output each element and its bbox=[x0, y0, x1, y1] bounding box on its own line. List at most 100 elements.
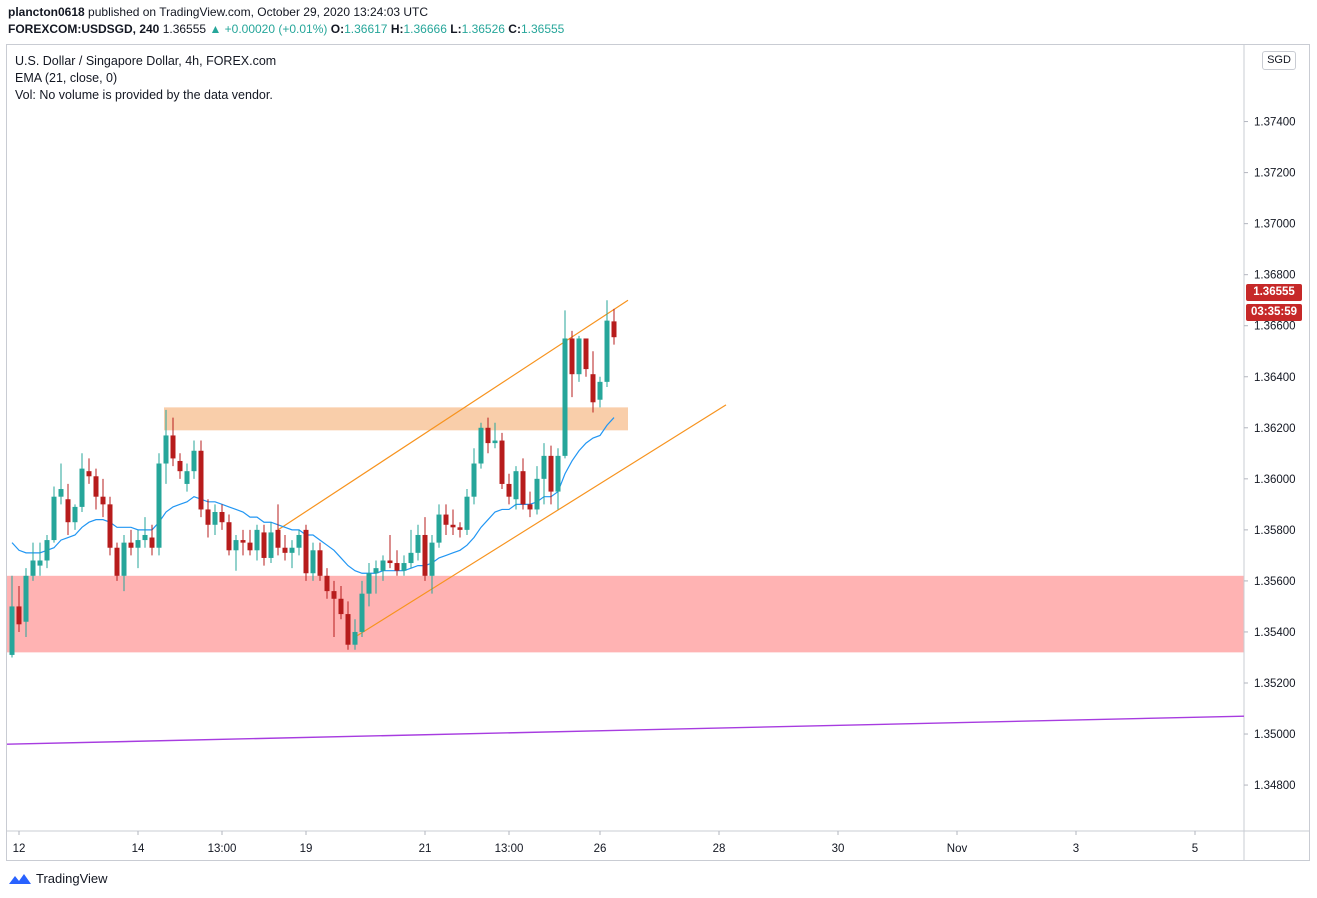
candle-body bbox=[527, 504, 533, 510]
candle-body bbox=[177, 460, 183, 472]
candle-body bbox=[310, 550, 316, 574]
time-axis-label: 21 bbox=[419, 843, 432, 855]
last-price: 1.36555 bbox=[162, 22, 207, 36]
price-axis-label: 1.34800 bbox=[1254, 780, 1296, 792]
candle-body bbox=[51, 496, 57, 541]
legend-ema[interactable]: EMA (21, close, 0) bbox=[15, 71, 118, 85]
candle-body bbox=[254, 529, 260, 551]
high-value: 1.36666 bbox=[403, 22, 447, 36]
chart-legend: U.S. Dollar / Singapore Dollar, 4h, FORE… bbox=[15, 53, 276, 104]
currency-button[interactable]: SGD bbox=[1262, 51, 1296, 70]
resistance-zone bbox=[164, 407, 628, 431]
candle-body bbox=[604, 320, 610, 382]
candle-body bbox=[394, 563, 400, 571]
candle-body bbox=[562, 338, 568, 456]
tradingview-icon bbox=[9, 873, 31, 884]
candle-body bbox=[247, 542, 253, 551]
candle-body bbox=[436, 514, 442, 543]
candle-body bbox=[198, 450, 204, 510]
time-axis-label: 3 bbox=[1073, 843, 1079, 855]
legend-volume[interactable]: Vol: No volume is provided by the data v… bbox=[15, 88, 273, 102]
candle-body bbox=[380, 560, 386, 571]
candle-body bbox=[366, 573, 372, 594]
candle-body bbox=[541, 455, 547, 479]
candle-body bbox=[16, 606, 22, 625]
candle-body bbox=[478, 427, 484, 464]
candle-body bbox=[422, 534, 428, 576]
candle-body bbox=[401, 563, 407, 571]
close-label: C: bbox=[508, 22, 521, 36]
time-axis-label: 30 bbox=[832, 843, 845, 855]
channel-upper-line bbox=[277, 299, 629, 531]
candle-body bbox=[128, 542, 134, 548]
candle-body bbox=[156, 463, 162, 548]
price-axis-label: 1.36400 bbox=[1254, 372, 1296, 384]
time-axis-label: 13:00 bbox=[208, 843, 237, 855]
candle-body bbox=[429, 542, 435, 576]
candle-body bbox=[107, 504, 113, 548]
price-axis-label: 1.35200 bbox=[1254, 678, 1296, 690]
candle-body bbox=[79, 468, 85, 507]
price-axis-label: 1.36600 bbox=[1254, 321, 1296, 333]
high-label: H: bbox=[390, 22, 404, 36]
candle-body bbox=[30, 560, 36, 576]
time-axis-label: 28 bbox=[713, 843, 726, 855]
candle-body bbox=[450, 524, 456, 528]
candle-body bbox=[282, 547, 288, 553]
price-axis-label: 1.36000 bbox=[1254, 474, 1296, 486]
tradingview-logo[interactable]: TradingView bbox=[8, 871, 108, 886]
legend-title[interactable]: U.S. Dollar / Singapore Dollar, 4h, FORE… bbox=[15, 54, 277, 68]
ohlc-header: FOREXCOM:USDSGD, 240 1.36555 ▲ +0.00020 … bbox=[8, 22, 564, 36]
close-value: 1.36555 bbox=[520, 22, 565, 36]
candle-body bbox=[520, 471, 526, 505]
candle-body bbox=[506, 483, 512, 497]
candle-body bbox=[86, 471, 92, 477]
trend-line bbox=[6, 715, 1245, 745]
candle-body bbox=[590, 374, 596, 403]
brand-label: TradingView bbox=[36, 871, 108, 886]
candle-body bbox=[345, 614, 351, 645]
candle-body bbox=[471, 463, 477, 497]
candle-body bbox=[240, 540, 246, 543]
candle-body bbox=[408, 552, 414, 564]
price-axis-label: 1.35600 bbox=[1254, 576, 1296, 588]
candle-body bbox=[296, 534, 302, 548]
candle-body bbox=[121, 542, 127, 576]
candle-body bbox=[597, 381, 603, 400]
symbol-label: FOREXCOM:USDSGD, 240 bbox=[8, 22, 160, 36]
candle-body bbox=[23, 575, 29, 622]
channel-lower-line bbox=[354, 404, 727, 638]
candle-body bbox=[226, 522, 232, 551]
low-label: L: bbox=[450, 22, 462, 36]
publisher-name: plancton0618 bbox=[8, 5, 85, 19]
candle-body bbox=[324, 575, 330, 592]
open-label: O: bbox=[330, 22, 345, 36]
candle-body bbox=[212, 512, 218, 525]
candle-body bbox=[170, 435, 176, 459]
open-value: 1.36617 bbox=[344, 22, 388, 36]
price-axis-label: 1.36800 bbox=[1254, 270, 1296, 282]
candle-body bbox=[44, 540, 50, 561]
candle-body bbox=[331, 591, 337, 599]
candle-body bbox=[114, 547, 120, 576]
last-price-tag: 1.36555 bbox=[1246, 284, 1302, 301]
candle-body bbox=[576, 338, 582, 375]
candle-body bbox=[219, 512, 225, 523]
candle-body bbox=[373, 568, 379, 574]
time-axis-label: 19 bbox=[300, 843, 313, 855]
candle-body bbox=[135, 540, 141, 548]
change-value: ▲ +0.00020 (+0.01%) bbox=[209, 22, 328, 36]
countdown-tag: 03:35:59 bbox=[1246, 304, 1302, 321]
candle-body bbox=[163, 435, 169, 464]
candle-body bbox=[611, 321, 617, 338]
publish-header: plancton0618 published on TradingView.co… bbox=[8, 5, 428, 19]
candle-body bbox=[149, 537, 155, 548]
candle-body bbox=[485, 427, 491, 444]
price-axis-label: 1.37400 bbox=[1254, 117, 1296, 129]
candle-body bbox=[555, 455, 561, 492]
candle-body bbox=[205, 509, 211, 525]
candle-body bbox=[72, 506, 78, 523]
price-axis-label: 1.37200 bbox=[1254, 168, 1296, 180]
publish-info: published on TradingView.com, October 29… bbox=[88, 5, 429, 19]
